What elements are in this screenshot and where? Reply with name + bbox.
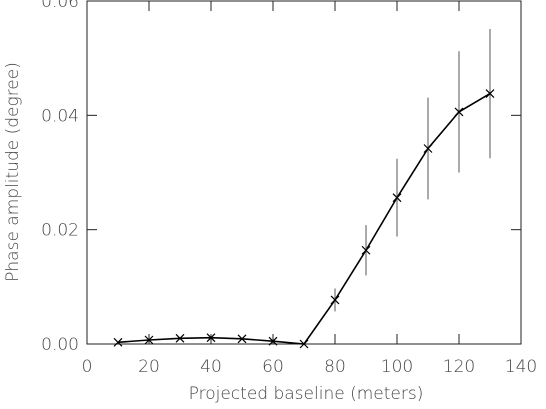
data-point	[392, 193, 402, 203]
data-point	[144, 335, 154, 345]
data-line	[117, 92, 491, 345]
y-tick-label: 0.04	[41, 106, 79, 126]
data-point	[175, 333, 185, 343]
x-tick-label: 60	[262, 357, 284, 377]
y-tick-label: 0.02	[41, 221, 79, 241]
x-tick-label: 0	[82, 357, 93, 377]
data-point	[206, 333, 216, 343]
data-point	[113, 337, 123, 347]
x-tick-label: 140	[505, 357, 537, 377]
x-tick-label: 100	[381, 357, 413, 377]
data-point	[268, 336, 278, 346]
data-point	[299, 339, 309, 349]
data-point	[423, 144, 433, 153]
y-tick-label: 0.00	[41, 335, 79, 355]
data-point	[454, 107, 464, 117]
y-tick-label: 0.06	[41, 0, 79, 12]
plot-frame	[86, 0, 522, 345]
data-point	[330, 295, 340, 305]
x-tick-label: 80	[324, 357, 346, 377]
x-tick-label: 40	[200, 357, 222, 377]
data-point	[485, 89, 495, 99]
y-axis-label: Phase amplitude (degree)	[3, 62, 23, 282]
data-point	[237, 334, 247, 344]
data-point	[361, 245, 371, 255]
x-axis-label: Projected baseline (meters)	[189, 384, 424, 404]
x-tick-label: 120	[443, 357, 475, 377]
x-tick-label: 20	[138, 357, 160, 377]
